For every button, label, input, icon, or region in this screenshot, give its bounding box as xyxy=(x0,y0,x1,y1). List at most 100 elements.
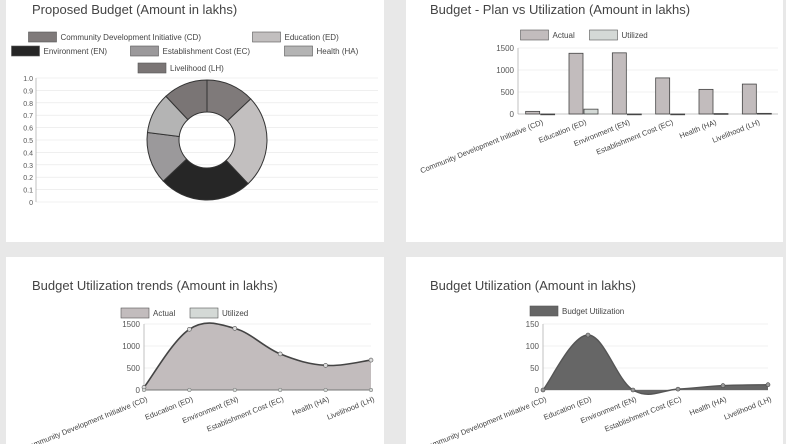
legend-swatch-education-ed xyxy=(252,31,281,43)
x-tick-label-livelihood-lh: Livelihood (LH) xyxy=(723,394,774,421)
point-actual-environment-en xyxy=(232,326,238,331)
area-actual xyxy=(144,323,371,390)
legend-label-health-ha: Health (HA) xyxy=(317,47,359,56)
y-tick-label: 1.0 xyxy=(23,76,33,83)
point-utilized-health-ha xyxy=(323,387,328,393)
y-tick-label: 1500 xyxy=(496,44,514,53)
legend-label-establishment-cost-ec: Establishment Cost (EC) xyxy=(163,47,251,56)
point-utilized-livelihood-lh xyxy=(368,387,374,393)
bar-utilized-livelihood-lh xyxy=(756,112,772,115)
point-budget-utilization-community-development-initiative-cd xyxy=(540,387,546,393)
slice-education-ed xyxy=(225,98,268,185)
plan-vs-utilization-title: Budget - Plan vs Utilization (Amount in … xyxy=(430,2,691,17)
legend-swatch-actual xyxy=(520,29,549,41)
point-utilized-education-ed xyxy=(187,387,192,393)
x-tick-label-community-development-initiative-cd: Community Development Initiative (CD) xyxy=(23,394,149,444)
bar-utilized-establishment-cost-ec xyxy=(670,113,686,116)
legend-label-actual: Actual xyxy=(553,31,575,40)
bar-actual-environment-en xyxy=(611,52,627,115)
legend-label-utilized: Utilized xyxy=(622,31,648,40)
legend-label-education-ed: Education (ED) xyxy=(285,33,340,42)
x-tick-label-community-development-initiative-cd: Community Development Initiative (CD) xyxy=(419,117,545,175)
budget-utilization-panel: Budget Utilization (Amount in lakhs) Bud… xyxy=(406,257,783,444)
x-tick-label-livelihood-lh: Livelihood (LH) xyxy=(326,394,377,421)
y-tick-label: 0.3 xyxy=(23,163,33,170)
y-tick-label: 150 xyxy=(526,320,540,329)
bar-utilized-education-ed xyxy=(583,108,599,115)
y-tick-label: 0.6 xyxy=(23,126,33,133)
point-utilized-community-development-initiative-cd xyxy=(141,387,147,393)
legend-swatch-budget-utilization xyxy=(529,305,559,317)
x-tick-label-establishment-cost-ec: Establishment Cost (EC) xyxy=(603,394,683,433)
y-tick-label: 0.9 xyxy=(23,88,33,95)
x-tick-label-establishment-cost-ec: Establishment Cost (EC) xyxy=(205,394,285,433)
point-actual-establishment-cost-ec xyxy=(277,351,283,357)
y-tick-label: 0 xyxy=(29,200,33,207)
bar-utilized-environment-en xyxy=(626,113,642,116)
x-tick-label-health-ha: Health (HA) xyxy=(291,394,331,417)
x-tick-label-community-development-initiative-cd: Community Development Initiative (CD) xyxy=(422,394,548,444)
y-tick-label: 0.8 xyxy=(23,101,33,108)
legend-label-budget-utilization: Budget Utilization xyxy=(562,307,624,316)
bar-actual-education-ed xyxy=(568,52,584,115)
legend-swatch-environment-en xyxy=(11,45,40,57)
y-tick-label: 0 xyxy=(535,386,540,395)
y-tick-label: 0.2 xyxy=(23,175,33,182)
legend-label-utilized: Utilized xyxy=(222,309,248,318)
x-tick-label-establishment-cost-ec: Establishment Cost (EC) xyxy=(595,117,675,156)
point-budget-utilization-establishment-cost-ec xyxy=(675,386,681,392)
bar-actual-establishment-cost-ec xyxy=(655,77,671,115)
point-budget-utilization-education-ed xyxy=(585,332,591,338)
legend-swatch-utilized xyxy=(189,307,219,319)
y-tick-label: 1000 xyxy=(496,66,514,75)
y-tick-label: 0 xyxy=(510,110,515,119)
line-actual xyxy=(143,322,372,388)
utilization-trends-panel: Budget Utilization trends (Amount in lak… xyxy=(6,257,384,444)
legend-label-environment-en: Environment (EN) xyxy=(44,47,108,56)
y-tick-label: 50 xyxy=(530,364,539,373)
y-tick-label: 0.4 xyxy=(23,150,33,157)
proposed-budget-title: Proposed Budget (Amount in lakhs) xyxy=(32,2,238,17)
area-budget-utilization xyxy=(543,335,768,395)
budget-utilization-title: Budget Utilization (Amount in lakhs) xyxy=(430,278,636,293)
slice-livelihood-lh xyxy=(165,79,208,121)
y-tick-label: 0.1 xyxy=(23,188,33,195)
point-utilized-establishment-cost-ec xyxy=(278,387,283,393)
x-tick-label-livelihood-lh: Livelihood (LH) xyxy=(711,117,762,144)
proposed-budget-panel: Proposed Budget (Amount in lakhs) Commun… xyxy=(6,0,384,242)
legend-swatch-livelihood-lh xyxy=(137,62,167,74)
y-tick-label: 0.5 xyxy=(23,138,33,145)
y-tick-label: 0 xyxy=(136,386,141,395)
y-tick-label: 500 xyxy=(127,364,141,373)
point-budget-utilization-health-ha xyxy=(720,383,726,388)
legend-label-community-development-initiative-cd: Community Development Initiative (CD) xyxy=(61,33,202,42)
proposed-budget-chart: Community Development Initiative (CD) Edu… xyxy=(11,31,378,207)
point-actual-education-ed xyxy=(187,326,192,332)
legend-swatch-community-development-initiative-cd xyxy=(28,31,57,43)
y-tick-label: 500 xyxy=(501,88,515,97)
y-tick-label: 1500 xyxy=(122,320,140,329)
plan-vs-utilization-panel: Budget - Plan vs Utilization (Amount in … xyxy=(406,0,783,242)
point-budget-utilization-livelihood-lh xyxy=(765,382,771,388)
bar-utilized-community-development-initiative-cd xyxy=(540,113,556,116)
slice-environment-en xyxy=(162,158,249,201)
point-actual-livelihood-lh xyxy=(368,357,374,363)
y-tick-label: 1000 xyxy=(122,342,140,351)
bar-actual-livelihood-lh xyxy=(741,83,757,115)
point-actual-health-ha xyxy=(323,363,328,368)
y-tick-label: 0.7 xyxy=(23,113,33,120)
legend-swatch-utilized xyxy=(589,29,618,41)
legend-swatch-establishment-cost-ec xyxy=(130,45,159,57)
legend-label-actual: Actual xyxy=(153,309,175,318)
y-tick-label: 100 xyxy=(526,342,540,351)
bar-actual-health-ha xyxy=(698,88,714,115)
point-utilized-environment-en xyxy=(232,387,237,393)
bar-utilized-health-ha xyxy=(713,113,729,115)
legend-swatch-health-ha xyxy=(284,45,313,57)
bar-actual-community-development-initiative-cd xyxy=(525,110,541,115)
legend-label-livelihood-lh: Livelihood (LH) xyxy=(170,64,224,73)
point-budget-utilization-environment-en xyxy=(630,387,636,393)
